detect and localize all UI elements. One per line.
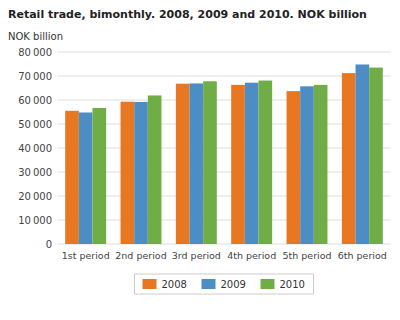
grid-line [58,196,390,197]
y-axis-label: NOK billion [8,31,63,42]
grid-line [58,52,390,53]
x-tick-label: 2nd period [115,250,166,261]
bar [148,95,162,244]
x-tick-label: 5th period [282,250,331,261]
y-tick-label: 80 000 [18,47,52,58]
legend-label: 2009 [221,279,246,290]
bar [258,81,272,244]
bar [92,108,106,244]
bar [287,91,301,244]
grid-line [58,244,390,245]
y-tick-label: 20 000 [18,191,52,202]
y-tick-label: 70 000 [18,71,52,82]
grid-line [58,100,390,101]
x-axis: 1st period 2nd period 3rd period 4th period… [62,250,387,261]
legend-swatch [202,279,216,289]
legend-label: 2008 [162,279,187,290]
x-tick-label: 3rd period [172,250,221,261]
y-axis: 0 10 000 20 000 30 000 40 000 50 000 60 000 70 … [18,47,390,250]
legend-label: 2010 [280,279,305,290]
grid-line [58,220,390,221]
title: Retail trade, bimonthly. 2008, 2009 and … [8,8,367,21]
grid-line [58,76,390,77]
y-tick-label: 10 000 [18,215,52,226]
bar [369,68,383,244]
x-tick-label: 4th period [227,250,276,261]
y-tick-label: 60 000 [18,95,52,106]
legend: 2008 2009 2010 [135,274,314,294]
bar [65,111,79,244]
legend-box [135,274,314,294]
legend-swatch [143,279,157,289]
bar [203,81,217,244]
bar [356,64,370,244]
grid-line [58,124,390,125]
y-tick-label: 50 000 [18,119,52,130]
y-tick-label: 0 [46,239,52,250]
bar [342,73,356,244]
chart: Retail trade, bimonthly. 2008, 2009 and … [0,0,400,320]
grid-line [58,172,390,173]
y-tick-label: 30 000 [18,167,52,178]
y-tick-label: 40 000 [18,143,52,154]
bar [134,102,148,244]
bar [231,85,245,244]
bar [79,112,93,244]
bar [245,83,259,244]
legend-swatch [261,279,275,289]
x-tick-label: 1st period [62,250,110,261]
bar [300,86,314,244]
bar [121,102,135,244]
x-tick-label: 6th period [338,250,387,261]
bar [314,85,328,244]
bar [176,84,190,244]
bars [65,64,383,244]
bar [190,83,204,244]
grid-line [58,148,390,149]
